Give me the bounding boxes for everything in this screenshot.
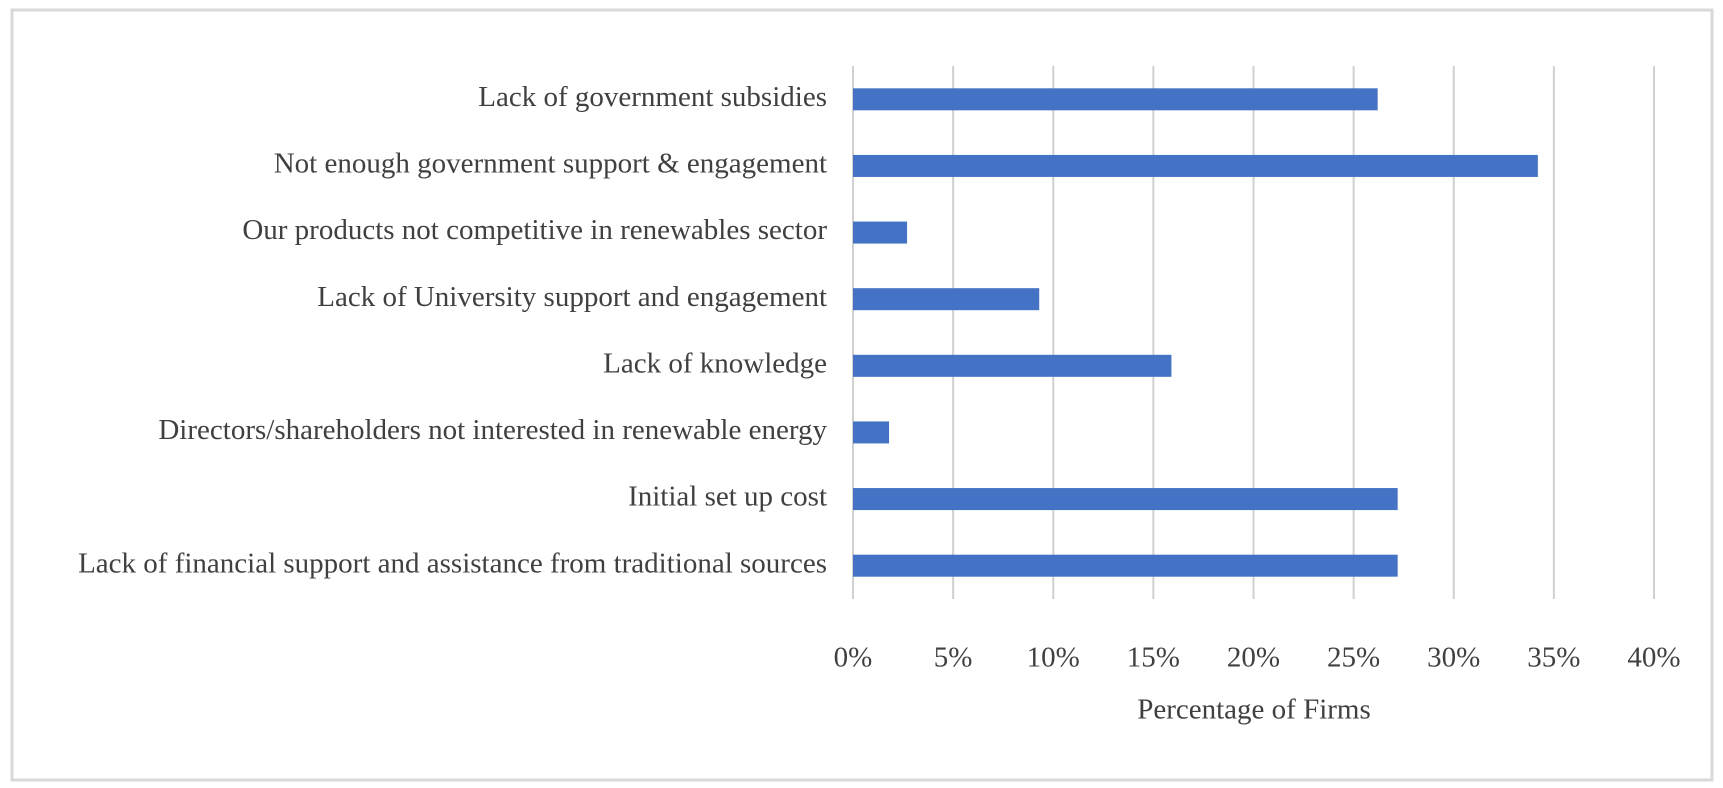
x-tick-label: 15% xyxy=(1127,642,1180,674)
bar xyxy=(853,354,1172,377)
bar xyxy=(853,88,1378,111)
y-tick-label: Lack of financial support and assistance… xyxy=(78,547,827,579)
bar xyxy=(853,288,1040,311)
y-tick-label: Our products not competitive in renewabl… xyxy=(242,214,827,246)
bar xyxy=(853,488,1398,511)
y-tick-label: Not enough government support & engageme… xyxy=(274,148,827,180)
x-tick-label: 40% xyxy=(1627,642,1680,674)
x-tick-label: 25% xyxy=(1327,642,1380,674)
x-tick-label: 0% xyxy=(834,642,873,674)
bar xyxy=(853,221,908,244)
x-tick-label: 5% xyxy=(934,642,973,674)
y-tick-label: Lack of University support and engagemen… xyxy=(317,281,827,313)
y-tick-label: Directors/shareholders not interested in… xyxy=(158,414,827,446)
bar xyxy=(853,421,890,444)
chart-frame xyxy=(10,8,1714,782)
y-tick-label: Lack of knowledge xyxy=(603,347,827,379)
y-tick-label: Initial set up cost xyxy=(628,481,827,513)
bar xyxy=(853,554,1398,577)
x-tick-label: 30% xyxy=(1427,642,1480,674)
y-tick-label: Lack of government subsidies xyxy=(478,81,827,113)
x-tick-label: 20% xyxy=(1227,642,1280,674)
x-tick-label: 35% xyxy=(1527,642,1580,674)
x-axis-title: Percentage of Firms xyxy=(1137,694,1371,726)
bar xyxy=(853,154,1538,177)
x-tick-label: 10% xyxy=(1027,642,1080,674)
